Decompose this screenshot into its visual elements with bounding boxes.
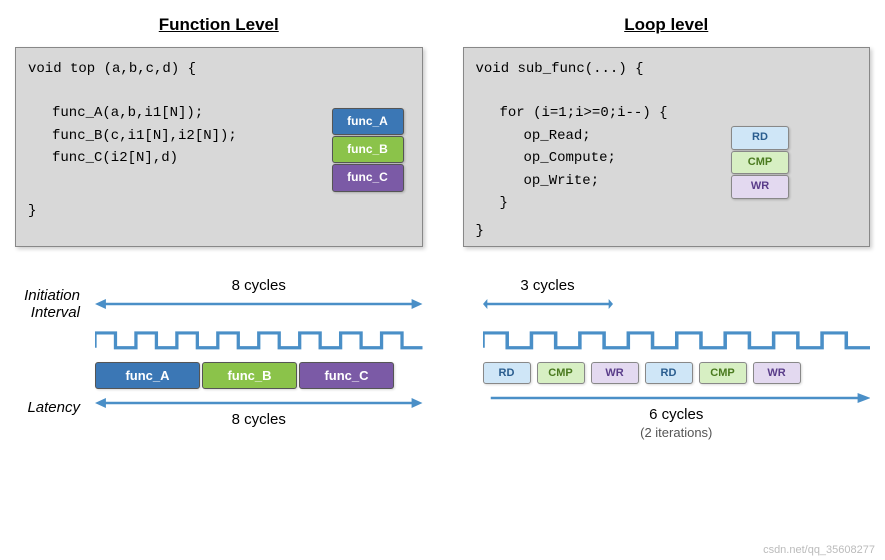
- latency-cycles: 6 cycles: [483, 406, 871, 423]
- initiation-arrow: [95, 296, 423, 312]
- left-title: Function Level: [15, 15, 423, 35]
- code-close: }: [28, 200, 410, 222]
- badge-rd: RD: [731, 126, 789, 150]
- pipe-block: func_C: [299, 362, 394, 389]
- pipe-block: func_B: [202, 362, 297, 389]
- code-sig: void top (a,b,c,d) {: [28, 58, 410, 80]
- pipe-block: func_A: [95, 362, 200, 389]
- badge-func-c: func_C: [332, 164, 404, 191]
- initiation-arrow: [483, 296, 613, 312]
- pipe-block: CMP: [537, 362, 585, 384]
- right-pipeline: RD CMP WR RD CMP WR: [483, 362, 871, 384]
- left-code-box: void top (a,b,c,d) { func_A(a,b,i1[N]); …: [15, 47, 423, 247]
- badge-func-a: func_A: [332, 108, 404, 135]
- latency-cycles: 8 cycles: [95, 411, 423, 428]
- initiation-cycles: 3 cycles: [483, 277, 613, 294]
- clock-wave: [95, 316, 423, 352]
- label-initiation: Initiation: [0, 287, 80, 304]
- latency-arrow: [483, 390, 871, 406]
- clock-wave: [483, 316, 871, 352]
- right-title: Loop level: [463, 15, 871, 35]
- code-close-for: }: [476, 192, 858, 214]
- latency-arrow: [95, 395, 423, 411]
- pipe-block: WR: [753, 362, 801, 384]
- initiation-cycles: 8 cycles: [95, 277, 423, 294]
- badge-func-b: func_B: [332, 136, 404, 163]
- pipe-block: CMP: [699, 362, 747, 384]
- watermark: csdn.net/qq_35608277: [763, 544, 875, 556]
- badge-cmp: CMP: [731, 151, 789, 175]
- label-latency: Latency: [0, 399, 80, 416]
- left-pipeline: func_Afunc_Bfunc_C: [95, 362, 423, 389]
- left-timing: Initiation Interval 8 cycles func_Afunc_…: [15, 277, 423, 428]
- iterations-label: (2 iterations): [483, 425, 871, 440]
- code-sig: void sub_func(...) {: [476, 58, 858, 80]
- code-op: op_Compute;: [476, 147, 858, 169]
- label-interval: Interval: [0, 304, 80, 321]
- pipe-block: RD: [645, 362, 693, 384]
- code-op: op_Read;: [476, 125, 858, 147]
- code-op: op_Write;: [476, 170, 858, 192]
- pipe-block: WR: [591, 362, 639, 384]
- badge-wr: WR: [731, 175, 789, 199]
- pipe-block: RD: [483, 362, 531, 384]
- right-code-box: void sub_func(...) { for (i=1;i>=0;i--) …: [463, 47, 871, 247]
- code-close: }: [476, 220, 858, 242]
- code-for: for (i=1;i>=0;i--) {: [476, 102, 858, 124]
- right-timing: 3 cycles RD CMP WR RD CMP WR 6 cycles (2 iter…: [463, 277, 871, 440]
